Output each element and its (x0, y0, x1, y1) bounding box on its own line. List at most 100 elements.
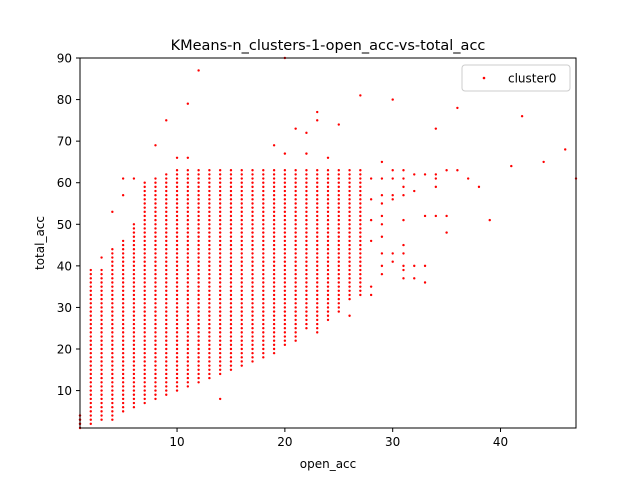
data-point (218, 235, 222, 238)
data-point (294, 306, 297, 309)
data-point (348, 297, 351, 301)
data-point (121, 289, 125, 293)
data-point (175, 297, 179, 301)
data-point (359, 94, 362, 97)
x-tick-label: 10 (169, 435, 184, 449)
data-point (229, 214, 233, 218)
data-point (165, 331, 168, 334)
data-point (294, 268, 297, 272)
data-point (337, 189, 340, 193)
data-point (218, 256, 222, 259)
data-point (111, 268, 114, 272)
data-point (111, 376, 114, 380)
data-point (208, 206, 211, 209)
data-point (111, 264, 114, 268)
data-point (197, 360, 200, 363)
data-point (186, 327, 190, 330)
data-point (272, 322, 276, 326)
data-point (229, 193, 233, 197)
data-point (218, 210, 222, 214)
data-point (197, 318, 200, 322)
data-point (154, 335, 157, 338)
data-point (272, 252, 276, 255)
data-point (564, 148, 567, 151)
data-point (218, 310, 222, 313)
data-point (348, 177, 351, 180)
data-point (154, 327, 157, 330)
data-point (229, 272, 233, 276)
data-point (175, 243, 179, 247)
data-point (165, 223, 168, 226)
data-point (208, 364, 211, 367)
data-point (229, 347, 233, 351)
data-point (218, 206, 222, 209)
data-point (326, 169, 330, 172)
data-point (132, 310, 136, 313)
data-point (143, 302, 146, 305)
data-point (262, 214, 265, 218)
data-point (111, 335, 114, 338)
data-point (348, 293, 351, 297)
data-point (294, 206, 297, 209)
data-point (121, 360, 125, 363)
data-point (132, 335, 136, 338)
data-point (305, 306, 308, 309)
data-point (143, 364, 146, 367)
data-point (121, 260, 125, 263)
data-point (100, 381, 103, 384)
data-point (89, 281, 92, 284)
data-point (337, 277, 340, 280)
data-point (121, 243, 125, 247)
data-point (391, 177, 394, 180)
data-point (208, 360, 211, 363)
data-point (186, 239, 190, 243)
data-point (154, 218, 157, 222)
data-point (305, 169, 308, 172)
data-point (218, 322, 222, 326)
data-point (305, 252, 308, 255)
data-point (326, 173, 330, 176)
data-point (175, 214, 179, 218)
data-point (111, 310, 114, 313)
data-point (218, 189, 222, 193)
data-point (488, 218, 491, 222)
data-point (165, 268, 168, 272)
data-point (477, 185, 481, 189)
data-point (132, 293, 136, 297)
data-point (326, 293, 330, 297)
data-point (294, 318, 297, 322)
data-point (251, 289, 254, 293)
data-point (197, 343, 200, 347)
data-point (262, 252, 265, 255)
data-point (316, 181, 319, 184)
data-point (175, 256, 179, 259)
data-point (143, 401, 146, 405)
data-point (132, 318, 136, 322)
data-point (326, 185, 330, 189)
data-point (305, 231, 308, 234)
data-point (154, 193, 157, 197)
data-point (165, 189, 168, 193)
data-point (348, 268, 351, 272)
data-point (197, 314, 200, 317)
data-point (100, 285, 103, 288)
data-point (316, 327, 319, 330)
data-point (132, 389, 136, 392)
y-axis-ticks: 10 20 30 40 50 60 70 80 90 (57, 52, 80, 398)
data-point (262, 310, 265, 313)
data-point (208, 372, 211, 376)
data-point (283, 293, 287, 297)
data-point (197, 351, 200, 355)
chart-title: KMeans-n_clusters-1-open_acc-vs-total_ac… (171, 38, 486, 54)
data-point (272, 310, 276, 313)
data-point (348, 181, 351, 184)
data-point (272, 314, 276, 317)
data-point (262, 314, 265, 317)
data-point (197, 235, 200, 238)
data-point (165, 243, 168, 247)
data-point (240, 193, 243, 197)
data-point (316, 189, 319, 193)
data-point (132, 368, 136, 371)
data-point (89, 410, 92, 413)
data-point (229, 368, 233, 371)
